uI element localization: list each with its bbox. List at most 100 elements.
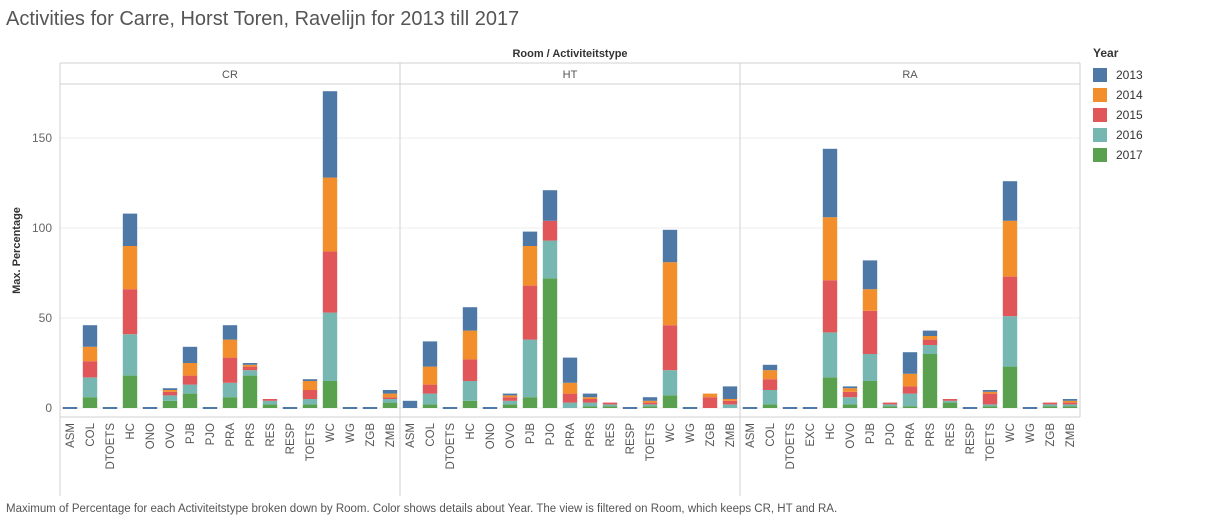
bar-segment-HT-WC-2017	[662, 395, 678, 408]
bar-segment-HT-COL-2014	[422, 366, 438, 385]
x-tick-label: TOETS	[985, 423, 997, 461]
bar-segment-RA-PJO-2015	[882, 402, 898, 405]
bar-segment-HT-PJB-2013	[522, 231, 538, 246]
x-tick-label: ONO	[145, 423, 157, 449]
bar-segment-CR-TOETS-2016	[302, 399, 318, 405]
bar-segment-CR-HC-2013	[122, 213, 138, 246]
bar-segment-CR-COL-2015	[82, 361, 98, 378]
legend-item-2016[interactable]: 2016	[1093, 125, 1143, 145]
bar-segment-HT-COL-2013	[422, 341, 438, 367]
bar-stub-CR-PJO	[202, 407, 218, 409]
bar-segment-HT-PJB-2016	[522, 339, 538, 398]
bar-segment-CR-PJB-2014	[182, 363, 198, 376]
bar-segment-RA-OVO-2017	[842, 404, 858, 408]
bar-segment-CR-COL-2014	[82, 346, 98, 362]
bar-stub-HT-WG	[682, 407, 698, 409]
bar-segment-RA-RES-2015	[942, 399, 958, 401]
bar-segment-RA-PRS-2013	[922, 330, 938, 336]
bar-segment-HT-PRS-2014	[582, 397, 598, 399]
x-tick-label: PJB	[865, 423, 877, 444]
x-tick-label: ZGB	[1045, 423, 1057, 447]
bar-segment-RA-OVO-2014	[842, 388, 858, 392]
bar-segment-HT-HC-2016	[462, 381, 478, 401]
bar-segment-HT-HC-2015	[462, 359, 478, 381]
x-tick-label: WC	[325, 423, 337, 442]
bar-segment-CR-RES-2015	[262, 399, 278, 401]
bar-segment-RA-ZMB-2015	[1062, 402, 1078, 405]
x-tick-label: PRA	[565, 423, 577, 447]
bar-segment-CR-RES-2017	[262, 404, 278, 408]
x-tick-label: PJB	[185, 423, 197, 444]
legend-item-2015[interactable]: 2015	[1093, 105, 1143, 125]
bar-segment-RA-COL-2016	[762, 390, 778, 405]
legend-swatch	[1093, 88, 1107, 102]
bar-segment-RA-PRA-2013	[902, 352, 918, 374]
bar-segment-CR-TOETS-2015	[302, 390, 318, 399]
bar-segment-RA-RES-2017	[942, 402, 958, 408]
bar-segment-CR-PRS-2017	[242, 375, 258, 408]
bar-segment-RA-PRS-2015	[922, 339, 938, 345]
legend-swatch	[1093, 128, 1107, 142]
bar-segment-RA-COL-2017	[762, 404, 778, 408]
bar-segment-RA-WC-2013	[1002, 181, 1018, 221]
bar-segment-RA-PJB-2013	[862, 260, 878, 290]
bar-segment-HT-RES-2017	[602, 406, 618, 408]
legend-title: Year	[1093, 46, 1119, 60]
room-label-HT: HT	[563, 69, 578, 81]
bar-segment-RA-HC-2013	[822, 148, 838, 218]
x-tick-label: ZGB	[365, 423, 377, 447]
bar-segment-CR-OVO-2014	[162, 390, 178, 392]
x-tick-label: WG	[685, 423, 697, 443]
legend-label: 2017	[1116, 148, 1143, 162]
bar-segment-RA-ZGB-2017	[1042, 406, 1058, 408]
x-tick-label: RES	[265, 423, 277, 447]
bar-segment-HT-PJO-2016	[542, 240, 558, 279]
x-tick-label: PJO	[885, 423, 897, 445]
bar-segment-RA-COL-2013	[762, 364, 778, 371]
bar-segment-RA-WC-2014	[1002, 220, 1018, 277]
bar-stub-HT-DTOETS	[442, 407, 458, 409]
bar-segment-RA-HC-2014	[822, 217, 838, 281]
bar-stub-CR-RESP	[282, 407, 298, 409]
y-tick-label: 0	[45, 401, 52, 415]
legend-item-2013[interactable]: 2013	[1093, 65, 1143, 85]
x-tick-label: WC	[665, 423, 677, 442]
bar-segment-HT-RES-2015	[602, 402, 618, 405]
bar-segment-CR-PJB-2017	[182, 393, 198, 408]
bar-segment-RA-PJB-2017	[862, 381, 878, 408]
bar-segment-RA-PRA-2015	[902, 386, 918, 394]
bar-segment-HT-PRA-2015	[562, 393, 578, 403]
stacked-bar-chart: Room / Activiteitstype Max. Percentage 0 50…	[11, 48, 1081, 496]
bar-segment-RA-RES-2016	[942, 400, 958, 403]
bar-segment-HT-COL-2017	[422, 404, 438, 408]
bar-segment-CR-HC-2016	[122, 334, 138, 376]
bar-segment-HT-COL-2016	[422, 393, 438, 405]
bar-segment-CR-WC-2015	[322, 251, 338, 313]
bar-segment-CR-PRA-2017	[222, 397, 238, 408]
y-axis-label: Max. Percentage	[11, 207, 23, 294]
bar-segment-HT-PRA-2014	[562, 382, 578, 394]
room-label-CR: CR	[222, 69, 238, 81]
bar-segment-CR-TOETS-2017	[302, 404, 318, 408]
legend-item-2017[interactable]: 2017	[1093, 145, 1143, 165]
legend-item-2014[interactable]: 2014	[1093, 85, 1143, 105]
x-tick-label: OVO	[165, 423, 177, 449]
x-tick-label: PJB	[525, 423, 537, 444]
bar-segment-HT-WC-2015	[662, 325, 678, 371]
bar-segment-HT-ASM-2013	[402, 400, 418, 408]
bar-segment-HT-PJB-2015	[522, 285, 538, 340]
bar-stub-CR-ASM	[62, 407, 78, 409]
x-tick-label: ZMB	[1065, 423, 1077, 448]
bar-segment-RA-TOETS-2017	[982, 406, 998, 408]
bar-segment-CR-ZMB-2016	[382, 399, 398, 403]
x-tick-label: WC	[1005, 423, 1017, 442]
legend-swatch	[1093, 68, 1107, 82]
bar-segment-RA-ZGB-2015	[1042, 402, 1058, 405]
bar-segment-CR-ZMB-2014	[382, 393, 398, 398]
bar-segment-RA-OVO-2015	[842, 391, 858, 398]
bar-segment-RA-PRS-2016	[922, 345, 938, 354]
bar-segment-CR-PRA-2014	[222, 339, 238, 358]
bar-stub-RA-ASM	[742, 407, 758, 409]
bar-segment-RA-ZMB-2017	[1062, 406, 1078, 408]
x-tick-label: COL	[765, 422, 777, 446]
